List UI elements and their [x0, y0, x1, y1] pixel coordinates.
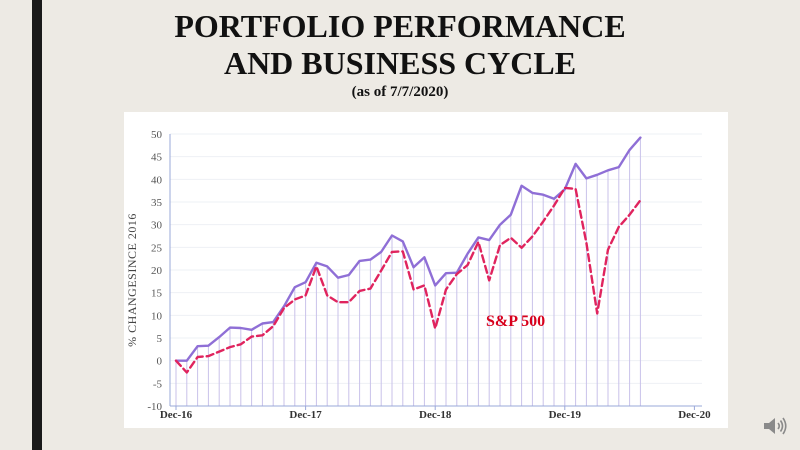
y-tick-label: -5 — [153, 378, 163, 390]
droplines — [175, 137, 641, 406]
y-tick-label: 35 — [151, 197, 163, 209]
sp500-dashed-line — [174, 186, 642, 374]
y-tick-labels: -10 -5 0 5 10 15 20 25 30 35 40 45 50 — [147, 129, 162, 413]
portfolio-line — [174, 136, 642, 362]
y-tick-label: 45 — [151, 152, 163, 164]
y-tick-label: 15 — [151, 288, 163, 300]
y-tick-label: 10 — [151, 310, 163, 322]
y-axis-label: % CHANGESINCE 2016 — [125, 213, 139, 347]
y-tick-label: -10 — [147, 401, 162, 413]
gridlines — [170, 133, 702, 407]
slide-title-line-1: PORTFOLIO PERFORMANCE — [174, 8, 626, 44]
y-tick-label: 50 — [151, 129, 163, 141]
y-tick-label: 20 — [151, 265, 163, 277]
speaker-icon[interactable] — [762, 415, 788, 437]
y-tick-label: 25 — [151, 242, 163, 254]
series-lines — [174, 136, 642, 374]
y-tick-label: 40 — [151, 174, 163, 186]
chart-panel: -10 -5 0 5 10 15 20 25 30 35 40 45 50 Dec-16 Dec-17 De… — [124, 112, 728, 428]
slide-subtitle: (as of 7/7/2020) — [351, 84, 449, 100]
sp500-annotation: S&P 500 — [486, 313, 545, 330]
y-tick-label: 0 — [157, 356, 163, 368]
x-tick-label: Dec-18 — [419, 409, 452, 421]
slide-title-line-2: AND BUSINESS CYCLE — [223, 45, 577, 81]
x-tick-label: Dec-16 — [160, 409, 193, 421]
x-tick-label: Dec-17 — [289, 409, 322, 421]
y-tick-label: 5 — [157, 333, 163, 345]
x-tick-label: Dec-19 — [549, 409, 582, 421]
x-tick-labels: Dec-16 Dec-17 Dec-18 Dec-19 Dec-20 — [160, 406, 711, 421]
x-tick-label: Dec-20 — [678, 409, 711, 421]
y-tick-label: 30 — [151, 220, 163, 232]
left-accent-bar — [32, 0, 42, 450]
